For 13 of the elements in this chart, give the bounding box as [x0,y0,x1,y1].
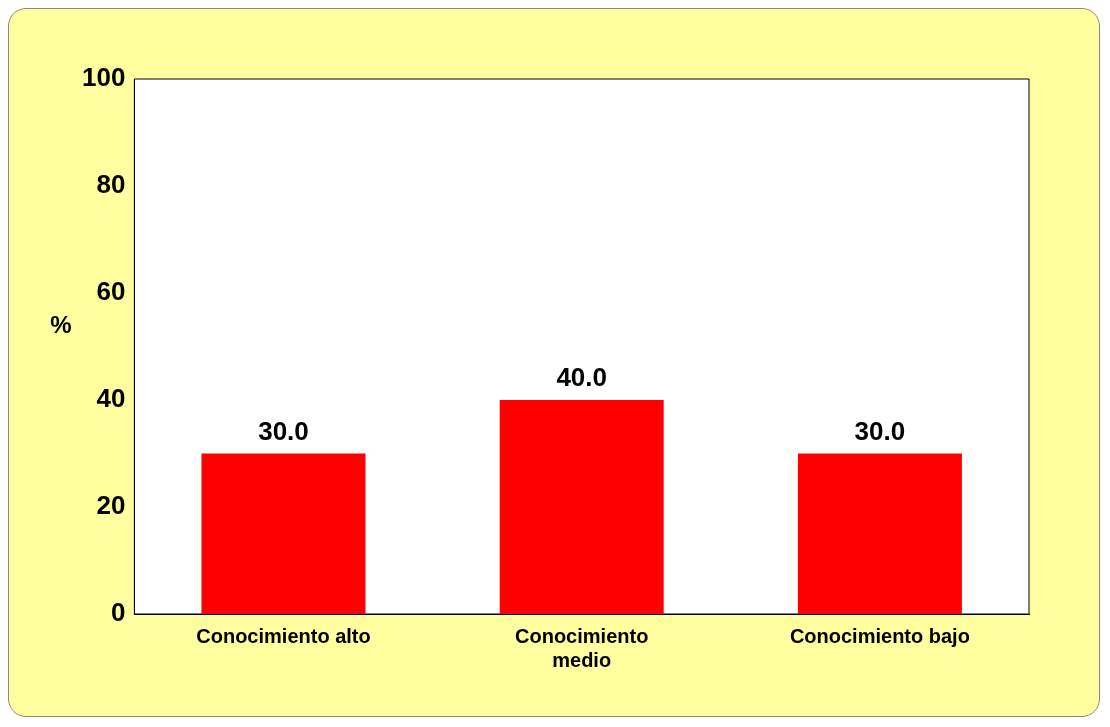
x-tick-label: Conocimiento alto [196,624,371,647]
data-label: 30.0 [854,415,906,446]
y-tick-label: 40 [96,383,126,414]
y-tick-label: 20 [96,490,126,521]
y-tick-label: 100 [81,62,126,93]
x-tick-label: Conocimiento bajo [789,624,970,647]
y-axis-title: % [50,311,72,339]
y-tick-label: 60 [96,276,126,307]
data-label: 30.0 [258,415,309,446]
y-tick-label: 80 [96,169,126,200]
data-label: 40.0 [556,362,607,393]
x-tick-label: Conocimiento medio [515,624,649,671]
y-tick-label: 0 [110,597,126,628]
